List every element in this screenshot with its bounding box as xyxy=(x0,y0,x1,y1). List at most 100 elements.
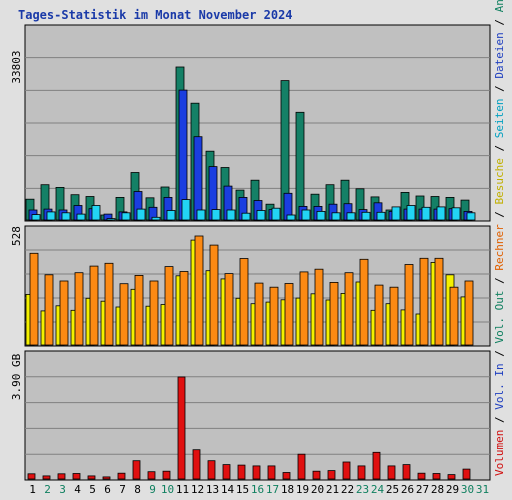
bar-rechner-day-29 xyxy=(449,286,459,346)
bar-volumen-day-11 xyxy=(177,376,186,480)
chart-title: Tages-Statistik im Monat November 2024 xyxy=(18,8,293,22)
bar-seiten-day-19 xyxy=(301,209,311,221)
bar-rechner-day-9 xyxy=(149,280,159,346)
bar-volumen-day-20 xyxy=(312,470,321,480)
bar-rechner-day-20 xyxy=(314,268,324,346)
bar-volumen-day-7 xyxy=(117,472,126,480)
top-panel-max-label: 33803 xyxy=(10,50,23,83)
bar-volumen-day-25 xyxy=(387,465,396,480)
day-label-30: 30 xyxy=(461,483,474,496)
visits-panel xyxy=(24,225,491,347)
bar-rechner-day-13 xyxy=(209,244,219,346)
bar-seiten-day-12 xyxy=(196,209,206,221)
bar-seiten-day-14 xyxy=(226,209,236,221)
bar-seiten-day-27 xyxy=(421,206,431,221)
legend-part: Volumen xyxy=(493,430,506,476)
bar-rechner-day-30 xyxy=(464,280,474,346)
bar-volumen-day-15 xyxy=(237,464,246,480)
bar-rechner-day-12 xyxy=(194,235,204,346)
bar-volumen-day-1 xyxy=(27,473,36,480)
day-label-23: 23 xyxy=(356,483,369,496)
middle-panel-max-label: 528 xyxy=(10,226,23,246)
day-label-20: 20 xyxy=(311,483,324,496)
bar-volumen-day-28 xyxy=(432,473,441,480)
day-label-17: 17 xyxy=(266,483,279,496)
legend-part: / xyxy=(493,138,506,158)
bar-seiten-day-23 xyxy=(361,211,371,221)
bar-seiten-day-5 xyxy=(91,205,101,221)
bar-volumen-day-8 xyxy=(132,460,141,480)
bar-seiten-day-24 xyxy=(376,211,386,221)
bar-seiten-day-11 xyxy=(181,199,191,221)
legend-part: / xyxy=(493,12,506,32)
bar-volumen-day-27 xyxy=(417,472,426,480)
bar-rechner-day-23 xyxy=(359,258,369,346)
bar-rechner-day-11 xyxy=(179,271,189,346)
day-label-27: 27 xyxy=(416,483,429,496)
bar-rechner-day-6 xyxy=(104,262,114,346)
bar-volumen-day-4 xyxy=(72,473,81,480)
day-label-26: 26 xyxy=(401,483,414,496)
bar-seiten-day-4 xyxy=(76,213,86,221)
day-label-25: 25 xyxy=(386,483,399,496)
day-label-6: 6 xyxy=(104,483,111,496)
day-label-10: 10 xyxy=(161,483,174,496)
bar-rechner-day-8 xyxy=(134,274,144,346)
bar-rechner-day-5 xyxy=(89,265,99,346)
bar-seiten-day-25 xyxy=(391,206,401,221)
bar-rechner-day-16 xyxy=(254,282,264,346)
day-label-14: 14 xyxy=(221,483,235,496)
day-label-21: 21 xyxy=(326,483,339,496)
bar-seiten-day-22 xyxy=(346,212,356,221)
day-label-15: 15 xyxy=(236,483,249,496)
bar-seiten-day-3 xyxy=(61,212,71,221)
bar-rechner-day-18 xyxy=(284,283,294,346)
bar-rechner-day-24 xyxy=(374,284,384,346)
bar-volumen-day-9 xyxy=(147,471,156,480)
legend-part: Seiten xyxy=(493,98,506,138)
day-label-18: 18 xyxy=(281,483,294,496)
traffic-panel-area xyxy=(24,350,491,481)
traffic-panel xyxy=(24,350,491,481)
requests-panel xyxy=(24,24,491,222)
day-label-22: 22 xyxy=(341,483,354,496)
legend-part: / xyxy=(493,204,506,224)
bar-rechner-day-27 xyxy=(419,257,429,346)
bar-seiten-day-30 xyxy=(466,212,476,221)
bar-volumen-day-14 xyxy=(222,464,231,480)
day-label-28: 28 xyxy=(431,483,444,496)
bar-volumen-day-21 xyxy=(327,470,336,480)
bar-volumen-day-6 xyxy=(102,476,111,480)
bar-rechner-day-15 xyxy=(239,258,249,346)
legend-part: Vol. Out xyxy=(493,291,506,344)
bar-rechner-day-4 xyxy=(74,272,84,346)
bar-rechner-day-25 xyxy=(389,286,399,346)
bar-rechner-day-19 xyxy=(299,271,309,346)
bar-seiten-day-20 xyxy=(316,210,326,221)
series-legend: Volumen / Vol. In / Vol. Out / Rechner /… xyxy=(493,0,506,476)
bar-volumen-day-19 xyxy=(297,453,306,480)
legend-part: / xyxy=(493,344,506,364)
day-label-4: 4 xyxy=(74,483,81,496)
bar-seiten-day-29 xyxy=(451,207,461,221)
legend-part: Dateien xyxy=(493,32,506,78)
legend-part: Rechner xyxy=(493,224,506,271)
day-label-24: 24 xyxy=(371,483,385,496)
bar-volumen-day-5 xyxy=(87,475,96,480)
day-label-5: 5 xyxy=(89,483,96,496)
bar-seiten-day-26 xyxy=(406,205,416,221)
bar-seiten-day-2 xyxy=(46,211,56,221)
bottom-panel-max-label: 3.90 GB xyxy=(10,353,23,400)
bar-dateien-day-12 xyxy=(193,136,203,221)
day-label-13: 13 xyxy=(206,483,219,496)
bar-rechner-day-1 xyxy=(29,252,39,346)
bar-seiten-day-1 xyxy=(31,214,41,221)
legend-part: Besuche xyxy=(493,158,506,204)
bar-volumen-day-12 xyxy=(192,449,201,480)
day-label-11: 11 xyxy=(176,483,189,496)
legend-part: / xyxy=(493,79,506,99)
bar-volumen-day-16 xyxy=(252,465,261,480)
day-label-19: 19 xyxy=(296,483,309,496)
bar-volumen-day-30 xyxy=(462,468,471,480)
